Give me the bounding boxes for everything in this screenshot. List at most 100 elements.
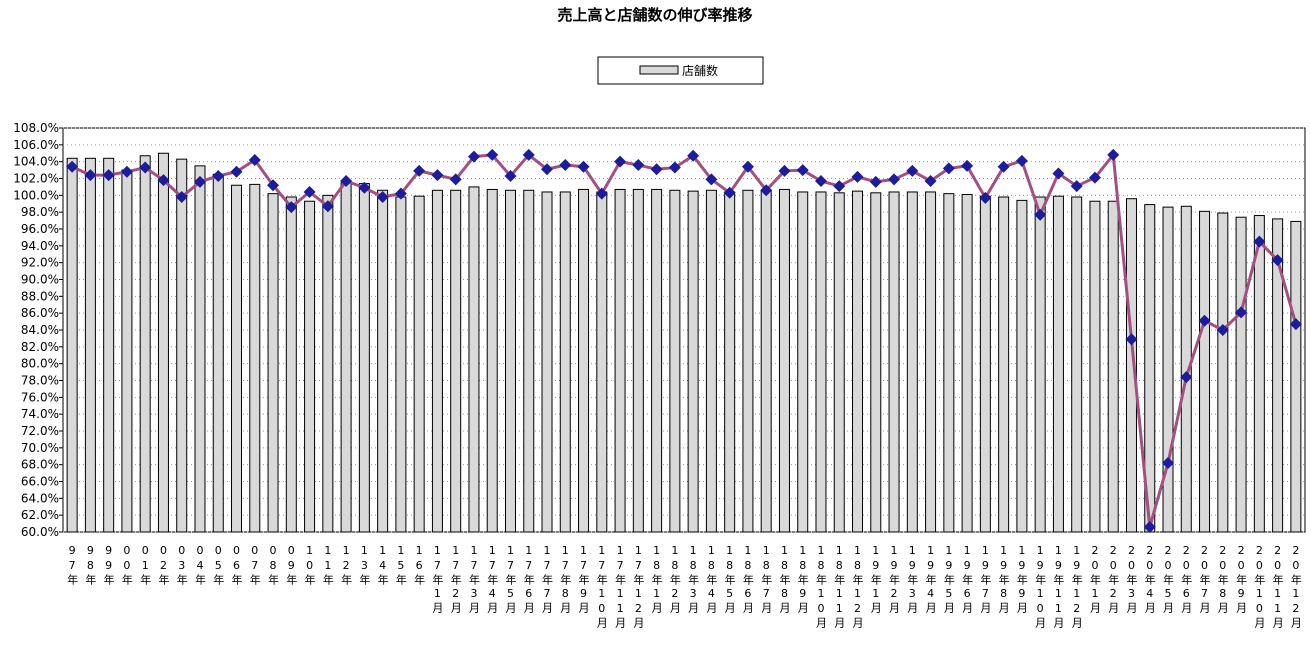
marker	[120, 165, 133, 178]
x-tick-label: 18年11月	[833, 544, 846, 630]
x-tick-label: 20年6月	[1180, 544, 1193, 615]
bar	[614, 188, 626, 533]
bar	[632, 188, 644, 533]
bar	[541, 191, 553, 533]
marker	[687, 149, 700, 162]
legend-swatch	[639, 65, 679, 75]
marker	[1034, 208, 1047, 221]
bar	[431, 189, 443, 533]
chart-title: 売上高と店舗数の伸び率推移	[557, 6, 752, 24]
bar	[833, 192, 845, 533]
marker	[632, 159, 645, 172]
marker	[1198, 314, 1211, 327]
bar	[1217, 212, 1229, 533]
marker	[431, 169, 444, 182]
legend-label: 店舗数	[682, 63, 718, 78]
marker	[833, 180, 846, 193]
bar	[596, 191, 608, 533]
marker	[559, 159, 572, 172]
bar	[103, 157, 115, 533]
y-tick-label: 74.0%	[21, 407, 59, 421]
x-tick-label: 17年9月	[577, 544, 590, 615]
marker	[814, 175, 827, 188]
y-tick-label: 70.0%	[21, 441, 59, 455]
y-tick-label: 108.0%	[13, 121, 59, 135]
x-tick-label: 09年	[285, 544, 298, 587]
bar	[797, 191, 809, 533]
marker	[285, 201, 298, 214]
marker	[413, 164, 426, 177]
x-tick-label: 18年8月	[778, 544, 791, 615]
bar	[906, 191, 918, 533]
marker	[193, 175, 206, 188]
x-tick-label: 17年5月	[504, 544, 517, 615]
x-tick-label: 18年6月	[741, 544, 754, 615]
x-tick-label: 20年8月	[1216, 544, 1229, 615]
x-tick-label: 10年	[303, 544, 316, 587]
bar	[413, 195, 425, 533]
x-tick-label: 11年	[321, 544, 334, 587]
y-tick-label: 94.0%	[21, 239, 59, 253]
x-tick-label: 20年7月	[1198, 544, 1211, 615]
y-tick-label: 96.0%	[21, 222, 59, 236]
x-tick-label: 07年	[248, 544, 261, 587]
x-tick-label: 18年1月	[650, 544, 663, 615]
bar	[669, 189, 681, 533]
bar	[998, 196, 1010, 533]
bar	[249, 183, 261, 533]
bar	[578, 188, 590, 533]
marker	[1253, 235, 1266, 248]
x-tick-label: 20年2月	[1107, 544, 1120, 615]
marker	[1162, 456, 1175, 469]
x-tick-label: 17年1月	[431, 544, 444, 615]
bar	[1089, 200, 1101, 533]
marker	[1015, 154, 1028, 167]
marker	[449, 173, 462, 186]
x-tick-label: 19年3月	[906, 544, 919, 615]
x-tick-label: 99年	[102, 544, 115, 587]
x-tick-label: 98年	[84, 544, 97, 587]
x-tick-label: 04年	[193, 544, 206, 587]
marker	[175, 191, 188, 204]
y-tick-label: 84.0%	[21, 323, 59, 337]
bar	[285, 196, 297, 533]
bar	[157, 152, 169, 533]
marker	[376, 191, 389, 204]
bar	[377, 189, 389, 533]
marker	[157, 174, 170, 187]
x-tick-label: 17年7月	[541, 544, 554, 615]
marker	[595, 187, 608, 200]
bar	[340, 182, 352, 533]
x-tick-label: 18年7月	[760, 544, 773, 615]
x-tick-label: 18年5月	[723, 544, 736, 615]
marker	[851, 170, 864, 183]
bar	[778, 188, 790, 533]
bar	[742, 189, 754, 533]
y-tick-label: 102.0%	[13, 172, 59, 186]
bar	[852, 190, 864, 533]
marker	[321, 200, 334, 213]
x-tick-label: 18年10月	[814, 544, 827, 630]
x-tick-label: 17年8月	[559, 544, 572, 615]
bar	[651, 188, 663, 533]
marker	[668, 161, 681, 174]
x-tick-label: 14年	[376, 544, 389, 587]
bar	[1235, 216, 1247, 533]
marker	[1052, 167, 1065, 180]
x-tick-label: 19年10月	[1034, 544, 1047, 630]
bar	[1162, 206, 1174, 533]
bar	[231, 184, 243, 533]
bar	[194, 165, 206, 533]
marker	[66, 160, 79, 173]
x-tick-label: 19年2月	[888, 544, 901, 615]
bar	[212, 173, 224, 533]
y-tick-label: 92.0%	[21, 256, 59, 270]
marker	[541, 163, 554, 176]
bar	[121, 169, 133, 533]
bar	[1034, 196, 1046, 533]
x-tick-label: 06年	[230, 544, 243, 587]
x-tick-label: 17年4月	[486, 544, 499, 615]
x-tick-label: 19年5月	[942, 544, 955, 615]
x-tick-label: 18年3月	[687, 544, 700, 615]
bar	[523, 189, 535, 533]
